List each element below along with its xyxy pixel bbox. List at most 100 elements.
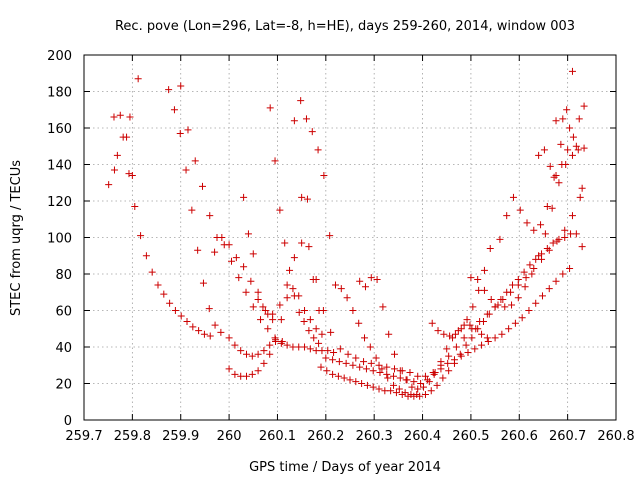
data-point: [454, 327, 462, 335]
data-point: [460, 334, 468, 342]
data-point: [366, 343, 374, 351]
data-point: [240, 263, 248, 271]
data-point: [305, 243, 313, 251]
chart-title: Rec. pove (Lon=296, Lat=-8, h=HE), days …: [115, 19, 575, 34]
data-point: [484, 338, 492, 346]
data-point: [413, 390, 421, 398]
data-point: [110, 166, 118, 174]
data-point: [521, 283, 529, 291]
data-point: [445, 367, 453, 375]
data-point: [474, 275, 482, 283]
data-point: [334, 372, 342, 380]
data-point: [463, 316, 471, 324]
data-point: [576, 193, 584, 201]
data-point: [449, 334, 457, 342]
data-point: [568, 212, 576, 220]
data-point: [254, 296, 262, 304]
data-point: [244, 230, 252, 238]
y-tick-label: 80: [55, 268, 72, 283]
data-point: [330, 348, 338, 356]
x-tick-label: 259.7: [65, 429, 102, 444]
data-point: [564, 146, 572, 154]
data-point: [367, 359, 375, 367]
data-point: [541, 230, 549, 238]
data-point: [501, 303, 509, 311]
data-point: [272, 336, 280, 344]
data-point: [343, 294, 351, 302]
data-point: [314, 146, 322, 154]
data-point: [566, 265, 574, 273]
data-point: [379, 303, 387, 311]
data-point: [271, 157, 279, 165]
data-point: [372, 354, 380, 362]
data-point: [383, 363, 391, 371]
data-point: [457, 352, 465, 360]
data-point: [306, 316, 314, 324]
data-point: [396, 374, 404, 382]
data-point: [580, 144, 588, 152]
data-point: [480, 286, 488, 294]
data-point: [349, 307, 357, 314]
data-point: [277, 339, 285, 347]
data-point: [327, 328, 335, 336]
data-point: [160, 290, 168, 298]
data-point: [452, 343, 460, 351]
data-point: [468, 325, 476, 333]
data-point: [289, 285, 297, 293]
data-point: [414, 385, 422, 393]
x-tick-label: 260.6: [501, 429, 538, 444]
data-point: [548, 204, 556, 212]
data-point: [261, 307, 269, 314]
y-tick-label: 100: [47, 232, 72, 247]
data-point: [349, 361, 357, 369]
data-point: [425, 378, 433, 386]
data-point: [329, 356, 337, 364]
data-point: [211, 321, 219, 329]
data-point: [297, 97, 305, 105]
data-point: [559, 115, 567, 123]
data-points: [105, 67, 588, 400]
data-point: [266, 341, 274, 349]
data-point: [387, 387, 395, 395]
data-point: [290, 292, 298, 300]
data-point: [362, 365, 370, 373]
data-point: [580, 102, 588, 110]
data-point: [537, 221, 545, 229]
data-point: [561, 234, 569, 241]
y-tick-label: 180: [47, 86, 72, 101]
x-tick-label: 260.8: [597, 429, 634, 444]
x-tick-label: 259.9: [162, 429, 199, 444]
data-point: [469, 303, 477, 311]
data-point: [486, 244, 494, 252]
data-point: [277, 316, 285, 324]
data-point: [116, 111, 124, 119]
data-point: [444, 359, 452, 367]
data-point: [494, 301, 502, 309]
data-point: [476, 317, 484, 325]
data-point: [134, 75, 142, 83]
data-point: [188, 206, 196, 214]
data-point: [266, 104, 274, 112]
data-point: [450, 356, 458, 364]
data-point: [344, 350, 352, 358]
data-point: [376, 369, 384, 377]
data-point: [235, 274, 243, 282]
data-point: [110, 113, 118, 121]
data-point: [532, 299, 540, 307]
data-point: [228, 257, 236, 265]
data-point: [317, 363, 325, 371]
data-point: [283, 281, 291, 289]
x-tick-label: 260: [217, 429, 242, 444]
data-point: [264, 325, 272, 333]
x-tick-label: 260.2: [307, 429, 344, 444]
data-point: [322, 354, 330, 362]
data-point: [283, 294, 291, 302]
data-point: [439, 374, 447, 382]
data-point: [514, 281, 522, 289]
data-point: [276, 301, 284, 309]
data-point: [361, 283, 369, 291]
data-point: [286, 266, 294, 274]
data-point: [427, 387, 435, 395]
data-point: [483, 310, 491, 318]
y-tick-label: 200: [47, 49, 72, 64]
